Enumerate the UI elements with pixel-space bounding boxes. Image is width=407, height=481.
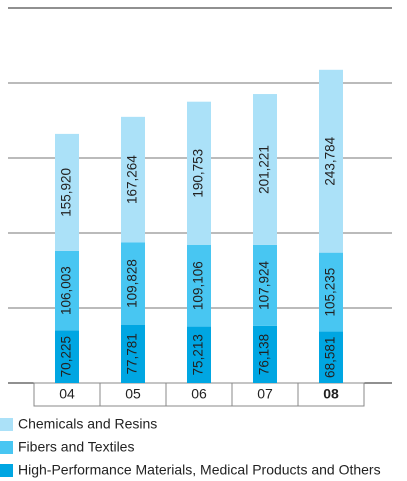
bar-segment [187, 326, 211, 383]
legend-swatch [0, 441, 13, 454]
bar-segment [121, 324, 145, 383]
bar-segment [55, 133, 79, 251]
legend-label: High-Performance Materials, Medical Prod… [18, 462, 381, 478]
value-label: 77,781 [125, 333, 140, 374]
bar-segment [319, 252, 343, 332]
x-tick-label: 08 [323, 386, 339, 402]
value-label: 190,753 [191, 149, 206, 198]
value-label: 201,221 [257, 145, 272, 194]
legend-label: Fibers and Textiles [18, 439, 134, 455]
bar-segment [55, 250, 79, 331]
bar-segment [253, 325, 277, 383]
value-label: 155,920 [59, 168, 74, 217]
x-tick-label: 04 [59, 386, 75, 402]
bar-segment [253, 244, 277, 326]
value-label: 243,784 [323, 136, 338, 185]
bar-segment [121, 116, 145, 243]
bar-segment [319, 69, 343, 253]
value-label: 75,213 [191, 334, 206, 375]
legend-swatch [0, 418, 13, 431]
x-tick-label: 05 [125, 386, 141, 402]
value-label: 167,264 [125, 155, 140, 204]
legend-swatch [0, 464, 13, 477]
value-label: 105,235 [323, 268, 338, 317]
value-label: 106,003 [59, 266, 74, 315]
value-label: 107,924 [257, 261, 272, 310]
bar-segment [253, 94, 277, 245]
value-label: 70,225 [59, 336, 74, 377]
bar-segment [55, 330, 79, 383]
value-label: 76,138 [257, 334, 272, 375]
bar-segment [187, 244, 211, 327]
value-label: 109,106 [191, 261, 206, 310]
legend-label: Chemicals and Resins [18, 416, 157, 432]
x-tick-label: 06 [191, 386, 207, 402]
value-label: 109,828 [125, 259, 140, 308]
bar-segment [121, 242, 145, 325]
bar-segment [319, 331, 343, 383]
x-tick-label: 07 [257, 386, 273, 402]
value-label: 68,581 [323, 337, 338, 378]
bar-segment [187, 101, 211, 245]
